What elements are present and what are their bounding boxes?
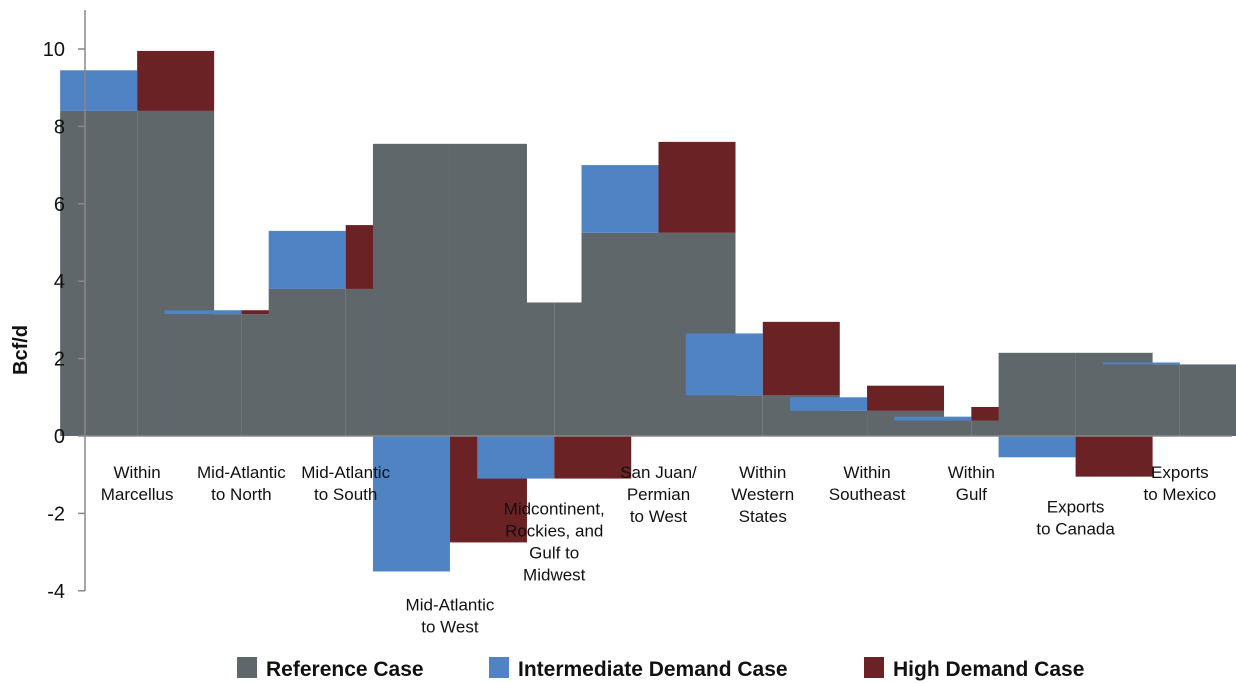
intermediate-demand-bar [1102, 362, 1180, 365]
intermediate-demand-bar [268, 230, 346, 289]
category-label: Midcontinent, Rockies, and Gulf to Midwest [504, 500, 605, 585]
y-axis-label: Bcf/d [10, 325, 32, 375]
reference-bar [1179, 364, 1236, 436]
reference-bar [581, 232, 659, 436]
y-tick-label: 8 [54, 116, 65, 138]
intermediate-demand-bar [894, 416, 972, 421]
reference-bar [477, 302, 555, 436]
category-label: Within Marcellus [101, 463, 174, 504]
reference-bar [60, 110, 138, 437]
category-label: Mid-Atlantic to North [197, 463, 286, 504]
intermediate-demand-bar [477, 436, 555, 479]
reference-bar [790, 410, 868, 436]
intermediate-demand-bar [164, 310, 242, 315]
category-label: Exports to Canada [1036, 498, 1115, 539]
y-tick-label: 10 [43, 39, 65, 61]
reference-bar [1102, 364, 1180, 436]
high-demand-bar [762, 321, 840, 396]
y-tick-label: 6 [54, 194, 65, 216]
y-tick-label: 2 [54, 349, 65, 371]
y-tick-label: -4 [47, 581, 65, 603]
high-demand-bar [658, 141, 736, 233]
category-label: Mid-Atlantic to West [406, 595, 495, 636]
high-demand-bar [1075, 436, 1153, 477]
legend-swatch [237, 657, 257, 678]
legend: Reference Case Intermediate Demand Case Hi… [237, 657, 1084, 681]
y-tick-label: 0 [54, 426, 65, 448]
y-tick-label: 4 [54, 271, 65, 293]
high-demand-bar [137, 50, 215, 111]
bars-layer [60, 50, 1236, 572]
category-labels: Within Marcellus Mid-Atlantic to North Mid-A… [101, 463, 1216, 636]
legend-label: Reference Case [266, 658, 424, 681]
legend-label: Intermediate Demand Case [518, 658, 788, 681]
reference-bar [894, 420, 972, 436]
intermediate-demand-bar [790, 397, 868, 411]
intermediate-demand-bar [60, 70, 138, 111]
category-label: Mid-Atlantic to South [301, 463, 390, 504]
intermediate-demand-bar [372, 436, 450, 572]
reference-bar [998, 352, 1076, 436]
reference-bar [685, 395, 763, 436]
category-label: Within Gulf [948, 463, 995, 504]
category-label: Within Southeast [829, 463, 906, 504]
intermediate-demand-bar [998, 436, 1076, 458]
high-demand-bar [554, 436, 632, 479]
legend-swatch [864, 657, 884, 678]
legend-swatch [489, 657, 509, 678]
reference-bar [164, 314, 242, 436]
intermediate-demand-bar [685, 333, 763, 396]
high-demand-bar [867, 385, 945, 411]
category-label: Exports to Mexico [1143, 463, 1216, 504]
reference-bar [372, 143, 450, 436]
legend-label: High Demand Case [893, 658, 1084, 681]
y-ticks: -4 -2 0 2 4 6 8 10 [43, 39, 85, 603]
category-label: San Juan/Permian to West [620, 463, 697, 526]
intermediate-demand-bar [581, 165, 659, 233]
reference-bar [268, 288, 346, 436]
category-label: Within Western States [731, 463, 794, 526]
y-tick-label: -2 [47, 503, 65, 525]
